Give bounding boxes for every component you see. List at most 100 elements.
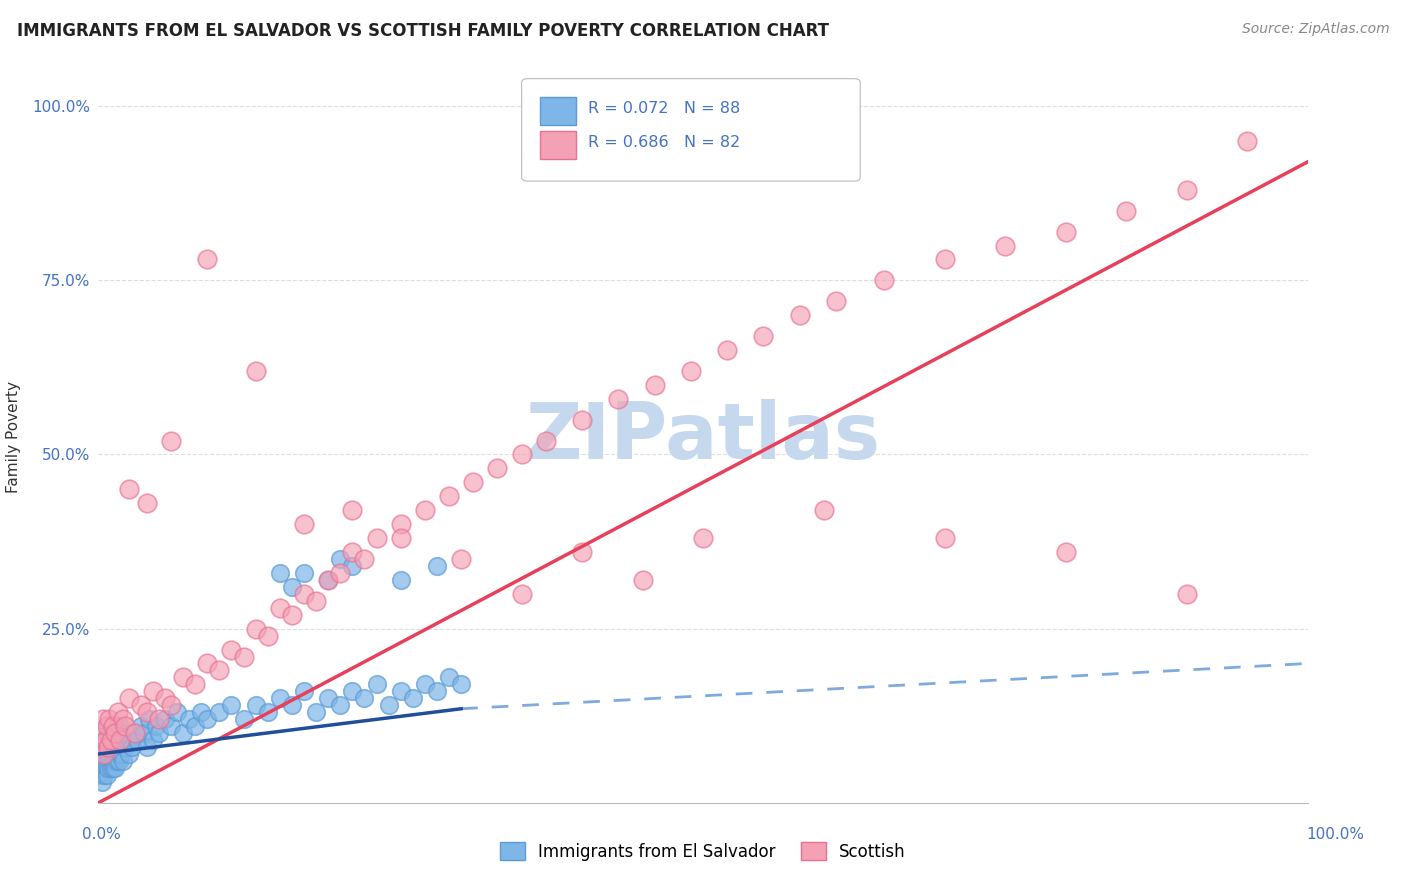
Point <box>232 649 254 664</box>
Point <box>292 566 315 580</box>
Point <box>148 712 170 726</box>
Point <box>190 705 212 719</box>
Text: 100.0%: 100.0% <box>1306 827 1365 841</box>
Legend: Immigrants from El Salvador, Scottish: Immigrants from El Salvador, Scottish <box>494 836 912 868</box>
Point <box>389 684 412 698</box>
Point <box>108 747 131 761</box>
Point <box>172 670 194 684</box>
Point <box>160 698 183 713</box>
Point <box>108 719 131 733</box>
Point <box>94 740 117 755</box>
Point <box>607 392 630 406</box>
Point <box>153 691 176 706</box>
Point <box>389 517 412 532</box>
Point <box>96 768 118 782</box>
Text: R = 0.072   N = 88: R = 0.072 N = 88 <box>588 101 741 116</box>
Point <box>91 740 114 755</box>
Point <box>100 740 122 755</box>
FancyBboxPatch shape <box>522 78 860 181</box>
Point <box>426 558 449 573</box>
Point <box>124 726 146 740</box>
Point <box>292 684 315 698</box>
Point <box>160 434 183 448</box>
Point <box>104 761 127 775</box>
Point <box>108 733 131 747</box>
Point <box>316 691 339 706</box>
Point <box>98 726 121 740</box>
Point <box>91 747 114 761</box>
Point <box>813 503 835 517</box>
Point <box>342 545 364 559</box>
Point <box>111 733 134 747</box>
Point <box>100 733 122 747</box>
Point <box>329 698 352 713</box>
Point <box>389 573 412 587</box>
Point <box>292 517 315 532</box>
Point <box>166 705 188 719</box>
Point <box>426 684 449 698</box>
Point <box>245 698 267 713</box>
Point <box>97 733 120 747</box>
Point <box>107 705 129 719</box>
Point <box>342 684 364 698</box>
Point <box>825 294 848 309</box>
Point <box>100 761 122 775</box>
Point <box>1236 134 1258 148</box>
Point <box>342 503 364 517</box>
Point <box>129 698 152 713</box>
Point <box>110 726 132 740</box>
Point <box>184 677 207 691</box>
Point <box>121 740 143 755</box>
Point <box>96 719 118 733</box>
Point <box>101 761 124 775</box>
Point <box>221 642 243 657</box>
Point <box>153 712 176 726</box>
Point <box>232 712 254 726</box>
Point <box>91 761 114 775</box>
Point <box>413 677 436 691</box>
Point <box>1054 545 1077 559</box>
Point <box>91 775 114 789</box>
Point <box>305 594 328 608</box>
Point <box>342 558 364 573</box>
Point <box>90 754 112 768</box>
Point <box>389 531 412 545</box>
Point <box>142 684 165 698</box>
Point <box>281 607 304 622</box>
Text: ZIPatlas: ZIPatlas <box>526 399 880 475</box>
Point <box>510 587 533 601</box>
Point <box>93 747 115 761</box>
Point <box>316 573 339 587</box>
Point <box>142 733 165 747</box>
Point <box>437 489 460 503</box>
Point <box>94 733 117 747</box>
Point <box>245 364 267 378</box>
Point <box>115 726 138 740</box>
Point <box>160 719 183 733</box>
Point <box>177 712 201 726</box>
Point <box>353 691 375 706</box>
Point <box>105 719 128 733</box>
Point <box>107 747 129 761</box>
Point <box>138 712 160 726</box>
Point <box>94 761 117 775</box>
Point <box>413 503 436 517</box>
Point <box>256 705 278 719</box>
Point <box>118 483 141 497</box>
Point <box>208 664 231 678</box>
Point <box>377 698 399 713</box>
Point <box>184 719 207 733</box>
Point <box>145 719 167 733</box>
Point <box>101 740 124 755</box>
Y-axis label: Family Poverty: Family Poverty <box>6 381 21 493</box>
Point <box>679 364 702 378</box>
Point <box>93 754 115 768</box>
Point <box>101 719 124 733</box>
Point <box>111 754 134 768</box>
Point <box>437 670 460 684</box>
Point <box>631 573 654 587</box>
Point <box>1175 587 1198 601</box>
Point <box>463 475 485 490</box>
Point <box>124 726 146 740</box>
Point <box>89 768 111 782</box>
